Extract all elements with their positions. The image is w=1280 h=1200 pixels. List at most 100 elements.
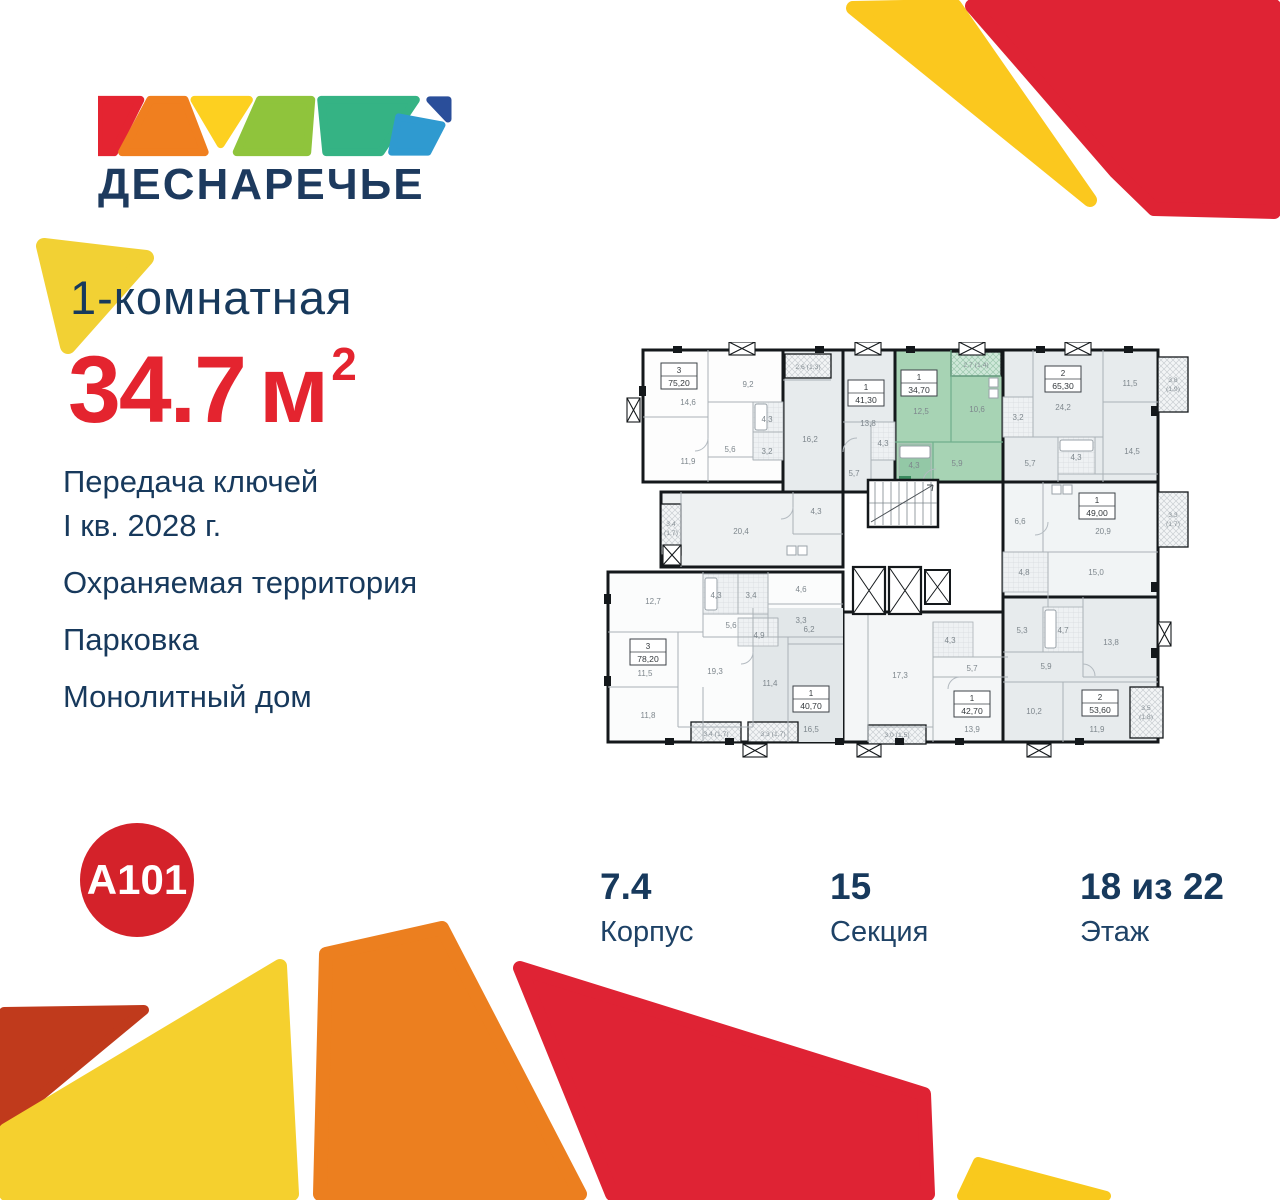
svg-text:4,8: 4,8: [1018, 568, 1030, 577]
logo-shape-yellow: [190, 95, 253, 149]
floor-value: 18 из 22: [1080, 866, 1225, 907]
building-label: Корпус: [600, 916, 694, 948]
page-title: 1-комнатная: [70, 271, 353, 324]
svg-text:15,0: 15,0: [1088, 568, 1104, 577]
svg-text:3: 3: [677, 366, 682, 375]
deco-orange-bottom: [313, 921, 587, 1200]
bathtub-icon: [704, 577, 718, 611]
svg-text:2: 2: [1098, 693, 1103, 702]
svg-text:4,3: 4,3: [810, 507, 822, 516]
feature-parking: Парковка: [63, 622, 199, 657]
logo-shape-blue: [426, 96, 452, 123]
svg-text:11,5: 11,5: [638, 669, 654, 678]
brand-logo-mosaic: [98, 95, 452, 157]
svg-text:20,9: 20,9: [1095, 527, 1111, 536]
highlighted-unit-partitions: [895, 350, 1003, 482]
svg-text:11,8: 11,8: [641, 711, 657, 720]
features-list: Передача ключей I кв. 2028 г. Охраняемая…: [63, 460, 417, 719]
unit-label-42: 1 42,70: [953, 690, 991, 718]
svg-text:4,3: 4,3: [761, 415, 773, 424]
svg-text:10,2: 10,2: [1026, 707, 1042, 716]
svg-text:3,2: 3,2: [761, 447, 773, 456]
bathtub-icon: [754, 403, 768, 431]
interior-partitions: [608, 350, 1158, 742]
bathtub-icon: [1044, 609, 1057, 649]
room-area-labels: 14,6 9,2 11,9 5,6 4,3 3,2 16,2 13,8 5,7 …: [638, 379, 1141, 734]
svg-text:4,6: 4,6: [795, 585, 807, 594]
svg-text:3,3: 3,3: [1168, 512, 1178, 519]
svg-text:5,7: 5,7: [966, 664, 978, 673]
svg-text:6,6: 6,6: [1014, 517, 1026, 526]
svg-text:34,70: 34,70: [908, 385, 930, 395]
svg-text:4,3: 4,3: [710, 591, 722, 600]
svg-text:3,2: 3,2: [1012, 413, 1024, 422]
unit-label-78: 3 78,20: [629, 638, 667, 666]
svg-text:14,6: 14,6: [680, 398, 696, 407]
svg-text:2,6 (1,3): 2,6 (1,3): [795, 364, 820, 371]
svg-text:1: 1: [917, 373, 922, 382]
section-label: Секция: [830, 916, 929, 948]
svg-text:5,7: 5,7: [848, 469, 860, 478]
svg-text:4,3: 4,3: [1070, 453, 1082, 462]
svg-text:1: 1: [970, 694, 975, 703]
apartment-area: 34.7 м2: [68, 336, 357, 445]
svg-text:41,30: 41,30: [855, 395, 877, 405]
svg-text:65,30: 65,30: [1052, 381, 1074, 391]
balcony-33-bottom: [747, 721, 799, 743]
bathtub-icon: [899, 445, 931, 459]
wall-pillars: [604, 346, 1158, 745]
deco-red-top-right: [965, 0, 1280, 219]
svg-text:40,70: 40,70: [800, 701, 822, 711]
feature-security: Охраняемая территория: [63, 565, 418, 600]
svg-text:13,8: 13,8: [1103, 638, 1119, 647]
svg-text:9,2: 9,2: [742, 380, 754, 389]
balcony-26: [784, 353, 832, 379]
svg-text:5,3: 5,3: [1016, 626, 1028, 635]
unit-label-53: 2 53,60: [1081, 689, 1119, 717]
svg-text:16,2: 16,2: [802, 435, 818, 444]
building-value: 7.4: [600, 866, 652, 907]
svg-text:(1,8): (1,8): [1139, 714, 1153, 721]
unit-label-41: 1 41,30: [847, 379, 885, 407]
highlighted-unit-entry: [899, 476, 911, 480]
feature-monolith: Монолитный дом: [63, 679, 312, 714]
sink-icon: [1062, 484, 1073, 495]
deco-yellow-bottom-right: [957, 1157, 1111, 1200]
stove-icon: [786, 545, 797, 556]
svg-text:3,5: 3,5: [1141, 705, 1151, 712]
vent-markers: [626, 342, 1172, 758]
svg-text:4,7: 4,7: [1057, 626, 1069, 635]
developer-logo: A101: [80, 823, 194, 937]
svg-text:14,5: 14,5: [1124, 447, 1140, 456]
svg-text:4,3: 4,3: [877, 439, 889, 448]
svg-text:11,9: 11,9: [1090, 725, 1106, 734]
area-unit: м: [258, 337, 329, 443]
unit-label-boxes: 3 75,20 1 41,30 1 34,70 2 65,30 1 49: [629, 362, 1119, 718]
section-value: 15: [830, 866, 872, 907]
deco-brick-triangle: [0, 1005, 149, 1131]
svg-text:2,7 (1,4): 2,7 (1,4): [963, 362, 988, 369]
svg-text:13,9: 13,9: [964, 725, 980, 734]
svg-text:3,8: 3,8: [1168, 377, 1178, 384]
svg-text:1: 1: [864, 383, 869, 392]
svg-text:75,20: 75,20: [668, 378, 690, 388]
unit-label-75: 3 75,20: [660, 362, 698, 390]
svg-text:53,60: 53,60: [1089, 705, 1111, 715]
feature-keys-line2: I кв. 2028 г.: [63, 508, 222, 543]
stairs: [866, 478, 940, 529]
unit-label-34-highlighted: 1 34,70: [900, 369, 938, 397]
svg-text:12,7: 12,7: [645, 597, 661, 606]
svg-text:5,9: 5,9: [951, 459, 963, 468]
logo-shape-green: [232, 95, 316, 157]
svg-text:5,7: 5,7: [1024, 459, 1036, 468]
balconies: [660, 351, 1189, 745]
svg-text:11,9: 11,9: [681, 457, 697, 466]
bath-fixtures: [704, 377, 1094, 649]
brand-logo-text: ДЕСНАРЕЧЬЕ: [98, 160, 425, 209]
bathtub-icon: [1059, 439, 1094, 452]
svg-text:1: 1: [809, 689, 814, 698]
svg-text:3,3: 3,3: [795, 616, 807, 625]
developer-logo-text: A101: [86, 856, 188, 903]
svg-text:5,6: 5,6: [724, 445, 736, 454]
svg-text:(1,7): (1,7): [664, 530, 678, 537]
